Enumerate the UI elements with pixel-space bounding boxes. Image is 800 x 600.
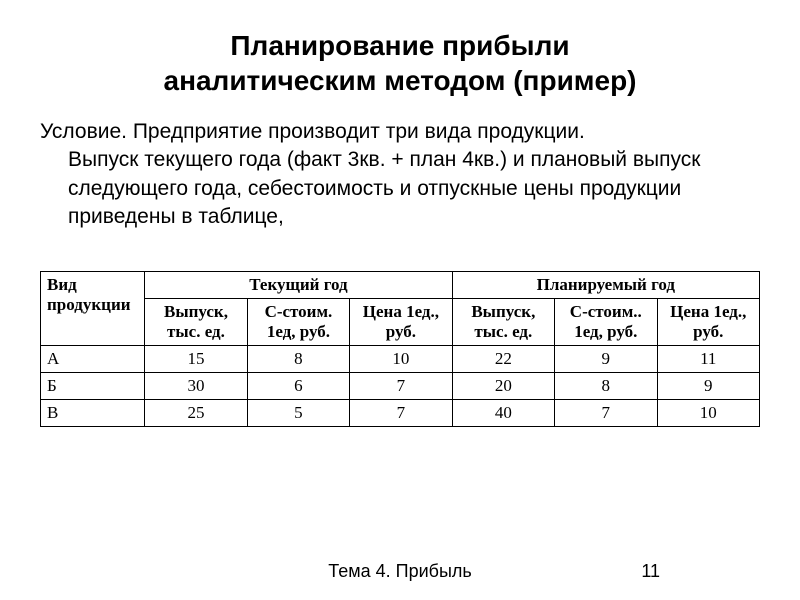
table-body: А 15 8 10 22 9 11 Б 30 6 7 20 8 9 В 25 5: [41, 346, 760, 427]
cell: 10: [657, 400, 759, 427]
cell: 30: [145, 373, 247, 400]
data-table: Вид продукции Текущий год Планируемый го…: [40, 271, 760, 427]
cell: 11: [657, 346, 759, 373]
col-product-type-l1: Вид: [47, 275, 77, 294]
col-plan-cost-l2: 1ед, руб.: [574, 322, 637, 341]
table-head: Вид продукции Текущий год Планируемый го…: [41, 272, 760, 346]
col-product-type-l2: продукции: [47, 295, 131, 314]
col-current-price-l2: руб.: [386, 322, 416, 341]
slide-footer: Тема 4. Прибыль 11: [0, 561, 800, 582]
slide-title: Планирование прибыли аналитическим метод…: [40, 28, 760, 98]
col-plan-output: Выпуск, тыс. ед.: [452, 299, 554, 346]
title-line-1: Планирование прибыли: [230, 30, 569, 61]
paragraph-rest: Выпуск текущего года (факт 3кв. + план 4…: [68, 146, 760, 231]
table-row: Б 30 6 7 20 8 9: [41, 373, 760, 400]
footer-text: Тема 4. Прибыль: [328, 561, 472, 581]
cell: 8: [247, 346, 349, 373]
col-group-current: Текущий год: [145, 272, 452, 299]
row-label: Б: [41, 373, 145, 400]
table-header-row-1: Вид продукции Текущий год Планируемый го…: [41, 272, 760, 299]
cell: 7: [350, 400, 452, 427]
cell: 25: [145, 400, 247, 427]
cell: 6: [247, 373, 349, 400]
col-plan-price-l1: Цена 1ед.,: [670, 302, 746, 321]
body-paragraph: Условие. Предприятие производит три вида…: [40, 118, 760, 231]
col-current-cost: С-стоим. 1ед, руб.: [247, 299, 349, 346]
col-current-price: Цена 1ед., руб.: [350, 299, 452, 346]
col-plan-price-l2: руб.: [693, 322, 723, 341]
slide: Планирование прибыли аналитическим метод…: [0, 0, 800, 600]
cell: 8: [555, 373, 657, 400]
col-current-output: Выпуск, тыс. ед.: [145, 299, 247, 346]
cell: 20: [452, 373, 554, 400]
cell: 9: [657, 373, 759, 400]
col-plan-output-l2: тыс. ед.: [474, 322, 532, 341]
table-header-row-2: Выпуск, тыс. ед. С-стоим. 1ед, руб. Цена…: [41, 299, 760, 346]
col-group-planned: Планируемый год: [452, 272, 759, 299]
row-label: А: [41, 346, 145, 373]
paragraph-first-line: Условие. Предприятие производит три вида…: [40, 120, 585, 143]
cell: 10: [350, 346, 452, 373]
col-product-type: Вид продукции: [41, 272, 145, 346]
cell: 9: [555, 346, 657, 373]
col-current-cost-l1: С-стоим.: [265, 302, 333, 321]
cell: 7: [555, 400, 657, 427]
col-plan-price: Цена 1ед., руб.: [657, 299, 759, 346]
page-number: 11: [641, 561, 660, 582]
row-label: В: [41, 400, 145, 427]
cell: 40: [452, 400, 554, 427]
table-row: А 15 8 10 22 9 11: [41, 346, 760, 373]
table-row: В 25 5 7 40 7 10: [41, 400, 760, 427]
cell: 5: [247, 400, 349, 427]
col-current-output-l1: Выпуск,: [164, 302, 228, 321]
title-line-2: аналитическим методом (пример): [164, 65, 637, 96]
col-plan-output-l1: Выпуск,: [471, 302, 535, 321]
col-plan-cost-l1: С-стоим..: [570, 302, 642, 321]
cell: 22: [452, 346, 554, 373]
cell: 15: [145, 346, 247, 373]
col-plan-cost: С-стоим.. 1ед, руб.: [555, 299, 657, 346]
col-current-output-l2: тыс. ед.: [167, 322, 225, 341]
col-current-cost-l2: 1ед, руб.: [267, 322, 330, 341]
cell: 7: [350, 373, 452, 400]
col-current-price-l1: Цена 1ед.,: [363, 302, 439, 321]
